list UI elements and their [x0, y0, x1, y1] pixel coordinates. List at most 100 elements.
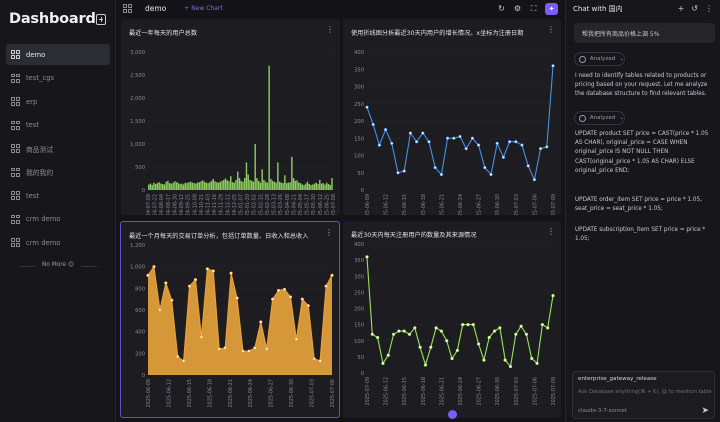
y-tick-label: 1,000 — [130, 142, 145, 148]
chart-bar — [149, 183, 152, 190]
chart-point — [381, 361, 385, 365]
sidebar-item[interactable]: 商品测试 — [6, 138, 110, 159]
more-menu-icon[interactable]: ⋮ — [705, 4, 713, 13]
dashboard-title: demo — [145, 4, 167, 13]
x-tick-label: 2025-06-21 — [439, 194, 445, 215]
sidebar-item[interactable]: crm demo — [6, 232, 110, 253]
chart-point — [514, 140, 518, 144]
chart-card-registrations[interactable]: 最近30天内每天注册用户的数量及其来源情况 ⋮ 0 50 100 150 200 250 3… — [343, 221, 561, 418]
database-chip[interactable]: enterprise_gateway_release — [578, 376, 657, 382]
chevron-down-icon: ⌄ — [619, 56, 624, 62]
chart-bar — [219, 181, 222, 190]
chart-bar — [167, 180, 169, 190]
settings-icon[interactable]: ⚙ — [513, 4, 522, 13]
sql-statement: UPDATE order_item SET price = price * 1.… — [575, 197, 702, 213]
sidebar-item[interactable]: erp — [6, 91, 110, 112]
chart-bar — [174, 181, 176, 190]
send-icon[interactable]: ➤ — [701, 406, 709, 416]
dashboard-main: demo + New Chart ↻ ⚙ ⛶ ✦ 最近一年每天的用户总数 ⋮ 0… — [117, 0, 564, 422]
chart-bar — [226, 180, 228, 190]
chart-point — [503, 358, 507, 362]
ai-assistant-icon[interactable]: ✦ — [545, 2, 558, 15]
sidebar-item[interactable]: test — [6, 115, 110, 136]
more-menu-icon[interactable]: ⋮ — [547, 227, 555, 236]
chat-input-box[interactable]: enterprise_gateway_release Ask Database … — [572, 371, 715, 419]
sidebar-item[interactable]: crm demo — [6, 209, 110, 230]
chart-point — [414, 140, 419, 144]
chat-input-placeholder[interactable]: Ask Database anything(⌘ + K), @ to menti… — [578, 389, 712, 395]
x-tick-label: 2025-05-04 — [298, 194, 304, 215]
refresh-icon[interactable]: ↻ — [498, 4, 505, 13]
chart-point — [427, 140, 431, 144]
y-tick-label: 100 — [354, 154, 364, 160]
chart-bar — [320, 183, 323, 190]
chart-point — [300, 297, 304, 301]
analyze-icon — [579, 55, 586, 63]
sidebar-item[interactable]: 我的我的 — [6, 162, 110, 183]
sidebar-item[interactable]: test_cgs — [6, 68, 110, 89]
chart-line — [366, 256, 554, 368]
chart-bar — [301, 184, 304, 190]
x-tick-label: 2025-05-30 — [311, 194, 317, 215]
chart-point — [551, 64, 555, 68]
chart-bar — [231, 182, 234, 190]
resize-handle[interactable] — [448, 410, 457, 419]
chart-bar — [170, 183, 173, 190]
chart-point — [429, 345, 433, 349]
y-tick-label: 300 — [354, 85, 364, 91]
x-tick-label: 2025-06-09 — [146, 379, 152, 407]
new-chat-icon[interactable]: + — [677, 4, 685, 13]
chart-point — [477, 143, 481, 147]
y-tick-label: 600 — [135, 308, 145, 314]
x-tick-label: 2025-02-02 — [252, 194, 258, 215]
x-tick-label: 2025-06-21 — [228, 379, 234, 407]
add-dashboard-icon[interactable] — [95, 13, 106, 25]
y-tick-label: 400 — [354, 242, 364, 248]
chart-point — [182, 359, 186, 363]
chart-point — [365, 105, 369, 109]
chart-bar — [266, 182, 269, 190]
chart-bar — [233, 182, 235, 190]
chart-point — [539, 147, 543, 151]
model-selector[interactable]: claude-3-7-sonnet — [578, 408, 627, 414]
chart-bar — [319, 179, 321, 190]
analyzed-badge[interactable]: Analyzed ⌄ — [574, 52, 625, 66]
chart-card-daily-users[interactable]: 最近一年每天的用户总数 ⋮ 0 500 1,000 1,500 2,000 2,500 3,… — [121, 19, 340, 215]
chart-bar — [271, 180, 274, 190]
chart-bar — [209, 182, 211, 190]
chart-bar — [148, 184, 150, 190]
more-menu-icon[interactable]: ⋮ — [326, 25, 334, 34]
history-icon[interactable]: ↺ — [691, 4, 698, 13]
y-tick-label: 2,500 — [130, 73, 145, 79]
chart-bar — [177, 183, 180, 190]
chart-point — [501, 155, 505, 159]
chart-point — [508, 140, 512, 144]
line-chart: 0 50 100 150 200 250 300 350 400 2025-06-09 2025-0… — [354, 50, 557, 215]
analyze-icon — [579, 114, 586, 122]
chart-bar — [160, 183, 162, 190]
sidebar-header: Dashboard — [0, 0, 115, 38]
more-menu-icon[interactable]: ⋮ — [547, 25, 555, 34]
new-chart-button[interactable]: + New Chart — [184, 5, 223, 12]
chart-point — [402, 169, 406, 173]
x-tick-label: 2025-07-03 — [514, 377, 520, 405]
chart-point — [464, 147, 468, 151]
chart-card-orders[interactable]: 最近一个月每天的交易订单分析，包括订单数量、日收入和总收入 ⋮ 0 200 400 6… — [120, 221, 340, 418]
x-tick-label: 2025-06-27 — [269, 379, 275, 407]
more-menu-icon[interactable]: ⋮ — [325, 228, 333, 237]
chart-point — [492, 329, 497, 333]
chart-card-user-growth[interactable]: 使用折线图分析最近30天内用户的增长情况。x坐标为注册日期 ⋮ 0 50 100 15… — [343, 19, 561, 215]
sidebar-item[interactable]: demo — [6, 44, 110, 65]
sidebar-item[interactable]: test — [6, 185, 110, 206]
chart-point — [205, 267, 209, 271]
analyzed-badge[interactable]: Analyzed ⌄ — [574, 111, 625, 125]
chart-point — [199, 335, 204, 339]
chart-bar — [306, 181, 309, 190]
y-tick-label: 250 — [354, 290, 364, 296]
y-tick-label: 50 — [357, 171, 364, 177]
chart-point — [519, 324, 523, 328]
fullscreen-icon[interactable]: ⛶ — [530, 4, 537, 13]
chart-point — [247, 349, 251, 353]
chart-bar — [247, 174, 249, 190]
chart-bar — [331, 178, 333, 190]
